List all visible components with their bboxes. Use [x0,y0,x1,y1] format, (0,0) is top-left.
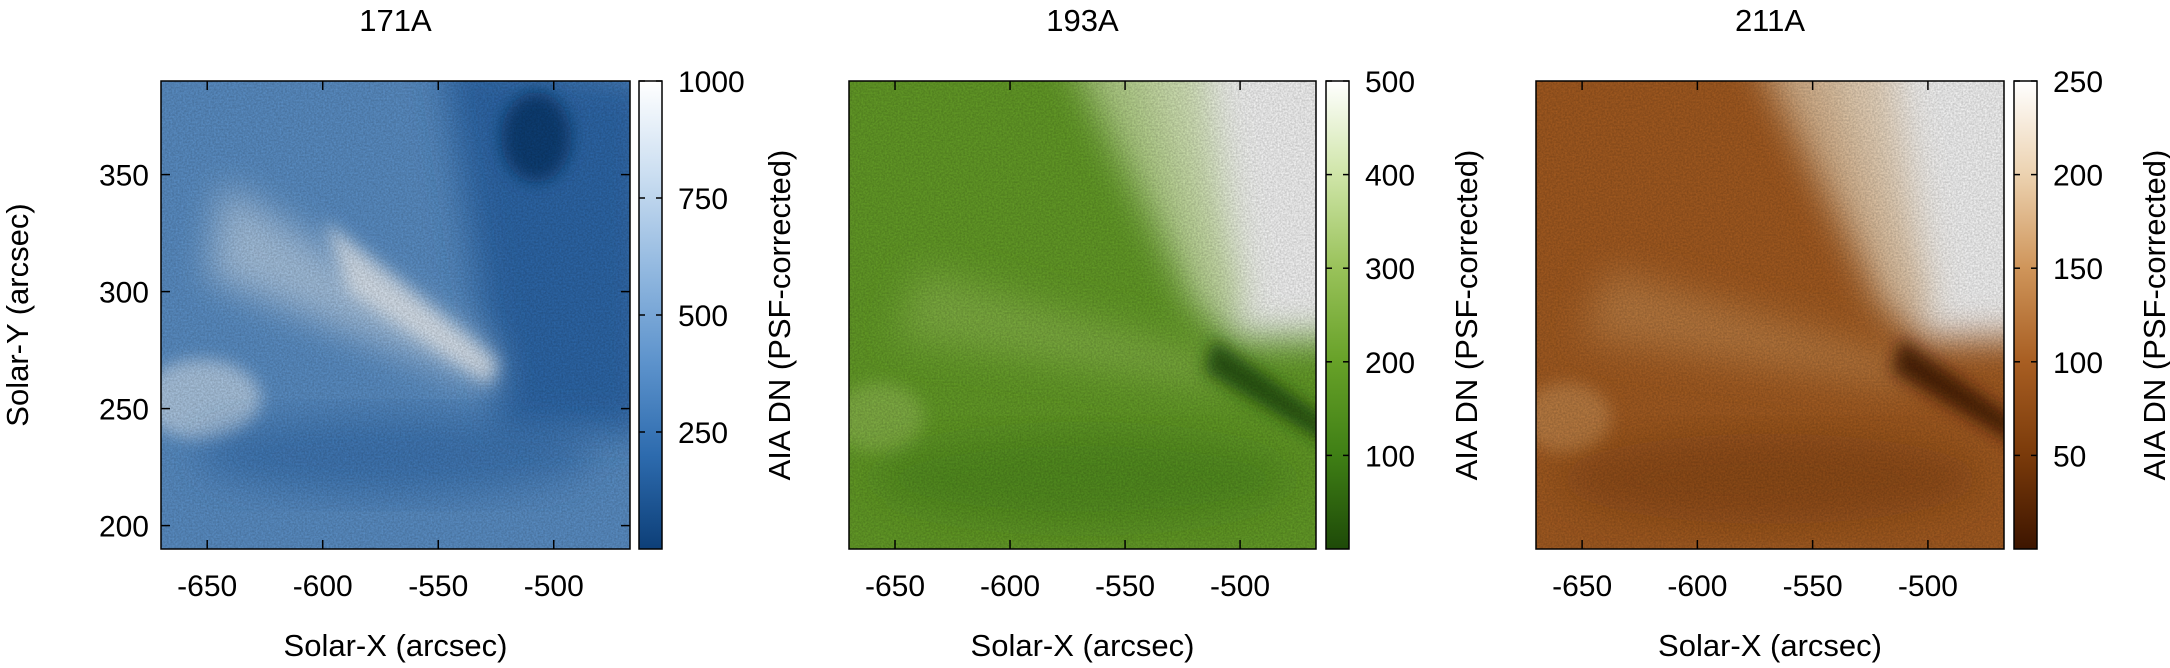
colorbar-tick-label: 50 [2053,440,2086,473]
plot-frame [1535,80,2005,550]
y-tick-label: 200 [99,511,149,544]
colorbar-tick-label: 500 [1365,66,1415,99]
colorbar-tick-label: 300 [1365,253,1415,286]
y-axis-label: Solar-Y (arcsec) [0,203,35,426]
colorbar-label: AIA DN (PSF-corrected) [2137,150,2170,481]
panel-0: 171A -650 -600 -550 -500 200 250 300 350 Solar-X … [0,3,797,663]
panel-1: 193A -650 -600 -550 -500 Solar-X (arcsec) 100 2… [848,3,1484,663]
y-tick-label: 250 [99,394,149,427]
colorbar-tick-label: 500 [678,300,728,333]
colorbar [2013,80,2038,550]
plot-frame [160,80,631,550]
x-tick-label: -600 [293,570,353,603]
panel-title: 193A [1046,3,1119,38]
x-tick-label: -500 [524,570,584,603]
colorbar-tick-label: 400 [1365,160,1415,193]
x-axis-label: Solar-X (arcsec) [1658,628,1882,663]
panel-title: 211A [1735,3,1805,38]
x-tick-label: -550 [408,570,468,603]
x-tick-label: -600 [1667,570,1727,603]
y-tick-label: 300 [99,277,149,310]
colorbar-label: AIA DN (PSF-corrected) [1449,150,1484,481]
colorbar-tick-label: 200 [2053,160,2103,193]
colorbar-tick-label: 100 [2053,347,2103,380]
plot-frame [848,80,1317,550]
intensity-image [849,81,1316,549]
panel-title: 171A [359,3,432,38]
x-tick-label: -550 [1783,570,1843,603]
colorbar-tick-label: 150 [2053,253,2103,286]
colorbar-tick-label: 250 [2053,66,2103,99]
intensity-image [161,81,630,549]
colorbar-tick-label: 250 [678,417,728,450]
x-tick-label: -500 [1210,570,1270,603]
x-tick-label: -650 [865,570,925,603]
colorbar-tick-label: 750 [678,183,728,216]
x-axis-label: Solar-X (arcsec) [971,628,1195,663]
y-tick-label: 350 [99,160,149,193]
colorbar-tick-label: 100 [1365,440,1415,473]
panel-2: 211A -650 -600 -550 -500 Solar-X (arcsec) 50 10… [1535,3,2170,663]
x-tick-label: -550 [1095,570,1155,603]
x-tick-label: -650 [1552,570,1612,603]
colorbar-tick-label: 200 [1365,347,1415,380]
intensity-image [1536,81,2004,549]
x-tick-label: -650 [177,570,237,603]
colorbar [1325,80,1350,550]
x-tick-label: -500 [1898,570,1958,603]
colorbar-tick-label: 1000 [678,66,745,99]
colorbar-label: AIA DN (PSF-corrected) [762,150,797,481]
x-tick-label: -600 [980,570,1040,603]
x-axis-label: Solar-X (arcsec) [284,628,508,663]
